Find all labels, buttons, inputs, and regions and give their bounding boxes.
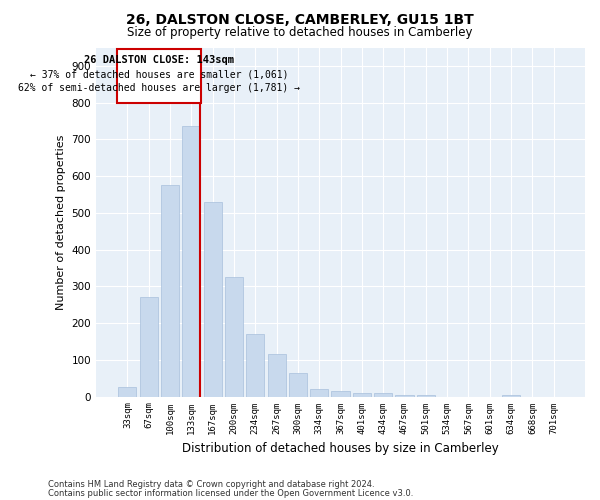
Bar — [246, 334, 265, 396]
Text: 26, DALSTON CLOSE, CAMBERLEY, GU15 1BT: 26, DALSTON CLOSE, CAMBERLEY, GU15 1BT — [126, 12, 474, 26]
X-axis label: Distribution of detached houses by size in Camberley: Distribution of detached houses by size … — [182, 442, 499, 455]
Bar — [182, 126, 200, 396]
Bar — [353, 393, 371, 396]
Y-axis label: Number of detached properties: Number of detached properties — [56, 134, 66, 310]
Bar — [395, 394, 413, 396]
FancyBboxPatch shape — [117, 50, 202, 102]
Bar — [225, 277, 243, 396]
Bar — [310, 389, 328, 396]
Text: Contains HM Land Registry data © Crown copyright and database right 2024.: Contains HM Land Registry data © Crown c… — [48, 480, 374, 489]
Text: 62% of semi-detached houses are larger (1,781) →: 62% of semi-detached houses are larger (… — [18, 83, 300, 93]
Bar — [374, 393, 392, 396]
Bar — [161, 186, 179, 396]
Text: ← 37% of detached houses are smaller (1,061): ← 37% of detached houses are smaller (1,… — [30, 70, 289, 80]
Bar — [289, 372, 307, 396]
Text: Size of property relative to detached houses in Camberley: Size of property relative to detached ho… — [127, 26, 473, 39]
Text: Contains public sector information licensed under the Open Government Licence v3: Contains public sector information licen… — [48, 490, 413, 498]
Bar — [331, 391, 350, 396]
Bar — [118, 388, 136, 396]
Bar — [140, 298, 158, 396]
Bar — [268, 354, 286, 397]
Bar — [203, 202, 222, 396]
Text: 26 DALSTON CLOSE: 143sqm: 26 DALSTON CLOSE: 143sqm — [84, 55, 234, 65]
